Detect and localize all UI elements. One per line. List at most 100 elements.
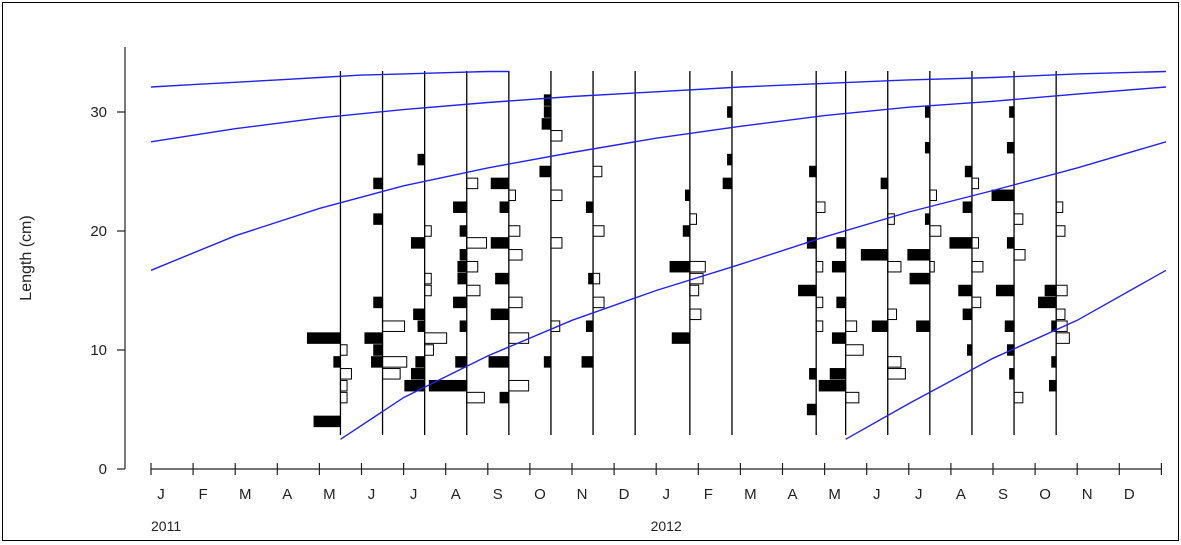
y-tick-label: 10 — [90, 342, 107, 359]
x-tick-label: N — [1082, 486, 1093, 503]
histogram-bar-dark — [831, 332, 847, 344]
histogram-bar-light — [508, 296, 523, 309]
x-tick-label: D — [619, 486, 630, 503]
histogram-bar-dark — [495, 272, 510, 285]
x-tick-label: O — [1039, 486, 1051, 503]
histogram-bar-dark — [924, 141, 931, 154]
axes: 0 10 20 30 J F M A M J J A S O N D J F M A M J J A S O N D 2011 2012 — [90, 47, 1163, 534]
histogram-bar-dark — [453, 201, 468, 213]
histogram-bar-light — [592, 296, 605, 309]
x-tick-label: A — [451, 486, 461, 503]
histogram-bar-dark — [964, 165, 973, 178]
histogram-bar-dark — [490, 177, 510, 190]
histogram-bar-dark — [806, 237, 817, 249]
histogram-bar-light — [887, 356, 902, 368]
histogram-bar-dark — [722, 177, 733, 190]
x-tick-label: M — [239, 486, 252, 503]
histogram-bar-dark — [1044, 284, 1057, 297]
histogram-bar-light — [1013, 213, 1024, 225]
histogram-bar-light — [887, 213, 895, 225]
histogram-bar-dark — [373, 177, 384, 190]
histogram-bar-light — [971, 260, 984, 273]
histogram-bar-dark — [1038, 296, 1057, 309]
histogram-bar-dark — [306, 332, 341, 344]
histogram-bar-dark — [1006, 237, 1015, 249]
histogram-bar-light — [1055, 201, 1064, 213]
histogram-bar-dark — [949, 237, 973, 249]
growth-curve — [340, 141, 1167, 440]
y-tick-label: 30 — [90, 104, 107, 121]
x-tick-label: A — [282, 486, 292, 503]
histogram-bar-light — [550, 189, 563, 202]
histogram-bar-light — [508, 189, 516, 202]
histogram-bar-light — [466, 284, 481, 297]
histogram-bar-light — [508, 332, 530, 344]
histogram-bar-dark — [490, 308, 510, 321]
histogram-bar-dark — [459, 225, 468, 237]
histogram-bar-light — [845, 320, 858, 332]
histogram-bars — [306, 94, 1070, 428]
histogram-bar-dark — [962, 201, 973, 213]
histogram-bar-light — [424, 272, 432, 285]
x-tick-label: F — [199, 486, 208, 503]
histogram-bar-dark — [585, 320, 594, 332]
histogram-bar-light — [887, 260, 902, 273]
histogram-bar-light — [815, 320, 824, 332]
x-tick-label: J — [368, 486, 376, 503]
histogram-bar-light — [971, 237, 980, 249]
histogram-bar-light — [424, 225, 432, 237]
histogram-bar-dark — [818, 379, 847, 392]
histogram-bar-dark — [373, 344, 384, 356]
histogram-bar-dark — [585, 201, 594, 213]
histogram-bar-dark — [459, 320, 468, 332]
x-tick-label: A — [956, 486, 966, 503]
histogram-bar-dark — [373, 296, 384, 309]
histogram-bar-light — [424, 332, 448, 344]
histogram-bar-dark — [459, 249, 468, 261]
histogram-bar-dark — [991, 189, 1015, 202]
y-tick-label: 0 — [99, 461, 107, 478]
x-tick-label: J — [915, 486, 923, 503]
sample-date-lines — [339, 71, 1057, 435]
histogram-bar-dark — [924, 213, 931, 225]
histogram-bar-dark — [588, 272, 594, 285]
histogram-bar-dark — [831, 260, 847, 273]
histogram-bar-dark — [727, 153, 733, 166]
histogram-bar-dark — [541, 118, 552, 130]
growth-curve — [845, 269, 1167, 440]
growth-curve — [150, 70, 509, 88]
histogram-bar-dark — [727, 106, 733, 118]
histogram-bar-dark — [871, 320, 889, 332]
histogram-bar-dark — [806, 403, 817, 416]
histogram-bar-dark — [543, 356, 552, 368]
histogram-bar-light — [1013, 391, 1024, 404]
histogram-bar-dark — [958, 284, 973, 297]
histogram-bar-dark — [684, 189, 691, 202]
histogram-bar-dark — [543, 94, 552, 106]
histogram-bar-dark — [373, 213, 384, 225]
histogram-bar-dark — [809, 165, 817, 178]
histogram-bar-light — [971, 177, 980, 190]
histogram-bar-dark — [543, 106, 552, 118]
x-tick-label: M — [828, 486, 841, 503]
year-label: 2012 — [651, 518, 682, 534]
histogram-bar-dark — [313, 415, 341, 428]
histogram-bar-dark — [410, 368, 426, 380]
histogram-bar-dark — [836, 237, 847, 249]
histogram-bar-dark — [413, 308, 426, 321]
histogram-bar-light — [424, 344, 434, 356]
histogram-bar-light — [689, 260, 706, 273]
x-tick-label: S — [998, 486, 1008, 503]
histogram-bar-light — [424, 284, 432, 297]
histogram-bar-light — [971, 296, 982, 309]
histogram-bar-dark — [836, 296, 847, 309]
histogram-bar-dark — [1006, 141, 1015, 154]
histogram-bar-dark — [488, 356, 510, 368]
histogram-bar-dark — [417, 153, 426, 166]
x-tick-label: J — [157, 486, 165, 503]
histogram-bar-dark — [967, 344, 973, 356]
histogram-bar-light — [929, 225, 942, 237]
histogram-bar-light — [339, 344, 348, 356]
histogram-bar-dark — [860, 249, 889, 261]
histogram-bar-light — [1013, 249, 1026, 261]
